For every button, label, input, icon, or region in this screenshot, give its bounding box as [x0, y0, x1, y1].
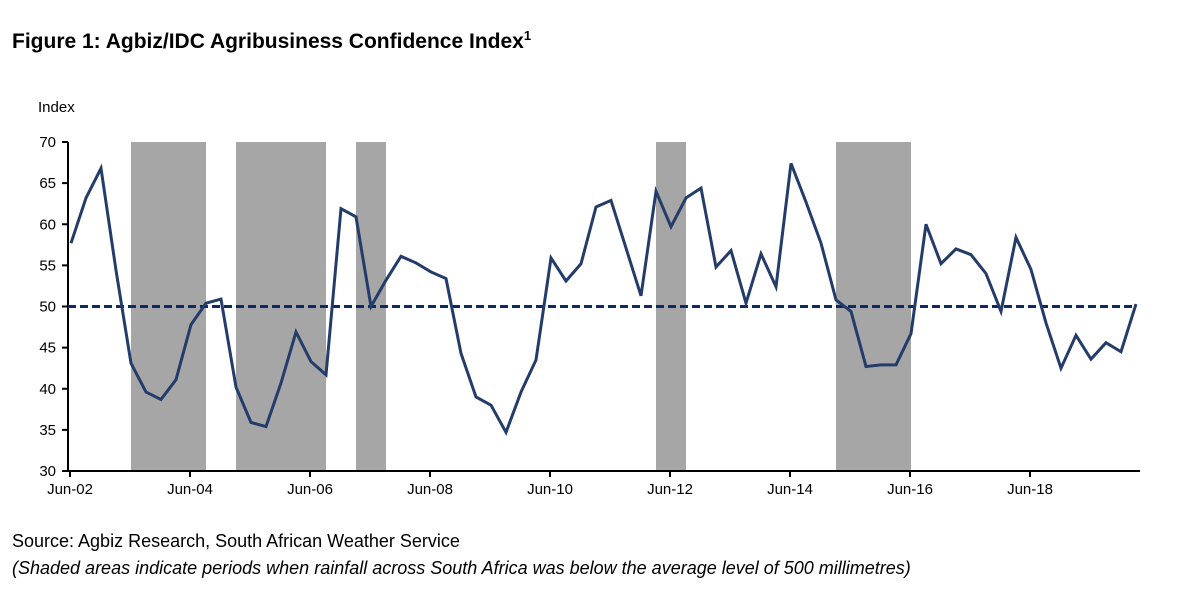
- y-tick-label: 55: [39, 257, 56, 274]
- y-tick-label: 45: [39, 340, 56, 357]
- y-tick-label: 65: [39, 175, 56, 192]
- y-tick-label: 50: [39, 299, 56, 316]
- x-tick-label: Jun-18: [1007, 481, 1053, 498]
- chart-title-text: Figure 1: Agbiz/IDC Agribusiness Confide…: [12, 30, 524, 53]
- y-axis-label: Index: [38, 99, 75, 116]
- x-tick-label: Jun-02: [47, 481, 93, 498]
- y-tick-label: 70: [39, 134, 56, 151]
- x-tick-label: Jun-12: [647, 481, 693, 498]
- y-tick-label: 40: [39, 381, 56, 398]
- x-tick-label: Jun-06: [287, 481, 333, 498]
- x-tick-label: Jun-14: [767, 481, 813, 498]
- shading-note: (Shaded areas indicate periods when rain…: [12, 558, 911, 578]
- chart-title: Figure 1: Agbiz/IDC Agribusiness Confide…: [12, 28, 531, 54]
- source-text: Source: Agbiz Research, South African We…: [12, 531, 460, 551]
- x-tick-label: Jun-16: [887, 481, 933, 498]
- y-tick-label: 30: [39, 463, 56, 480]
- title-footnote-marker: 1: [523, 28, 532, 43]
- x-tick-label: Jun-04: [167, 481, 213, 498]
- y-tick-label: 60: [39, 216, 56, 233]
- series-group: [69, 162, 1138, 436]
- x-tick-label: Jun-10: [527, 481, 573, 498]
- x-tick-label: Jun-08: [407, 481, 453, 498]
- y-tick-label: 35: [39, 422, 56, 439]
- confidence-index-line: [69, 162, 1138, 436]
